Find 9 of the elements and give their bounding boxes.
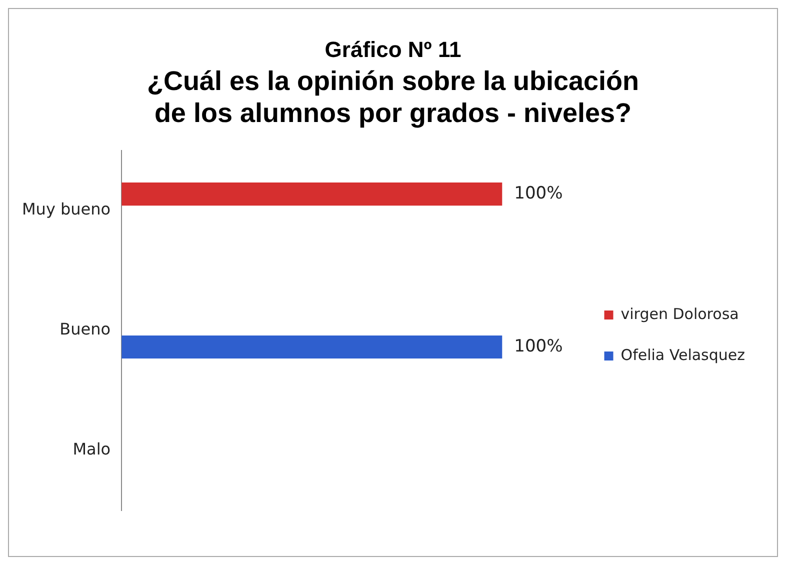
chart-subtitle: ¿Cuál es la opinión sobre la ubicación de los alumnos por grados - niveles? xyxy=(146,65,640,130)
y-tick-label: Malo xyxy=(72,439,111,458)
y-tick-label: Muy bueno xyxy=(22,200,111,219)
legend-label: Ofelia Velasquez xyxy=(620,346,746,364)
legend-label: virgen Dolorosa xyxy=(620,304,739,323)
data-label: 100% xyxy=(514,336,563,356)
chart-title: Gráfico Nº 11 xyxy=(324,37,462,63)
y-tick-label: Bueno xyxy=(60,319,111,338)
data-label: 100% xyxy=(514,183,563,204)
